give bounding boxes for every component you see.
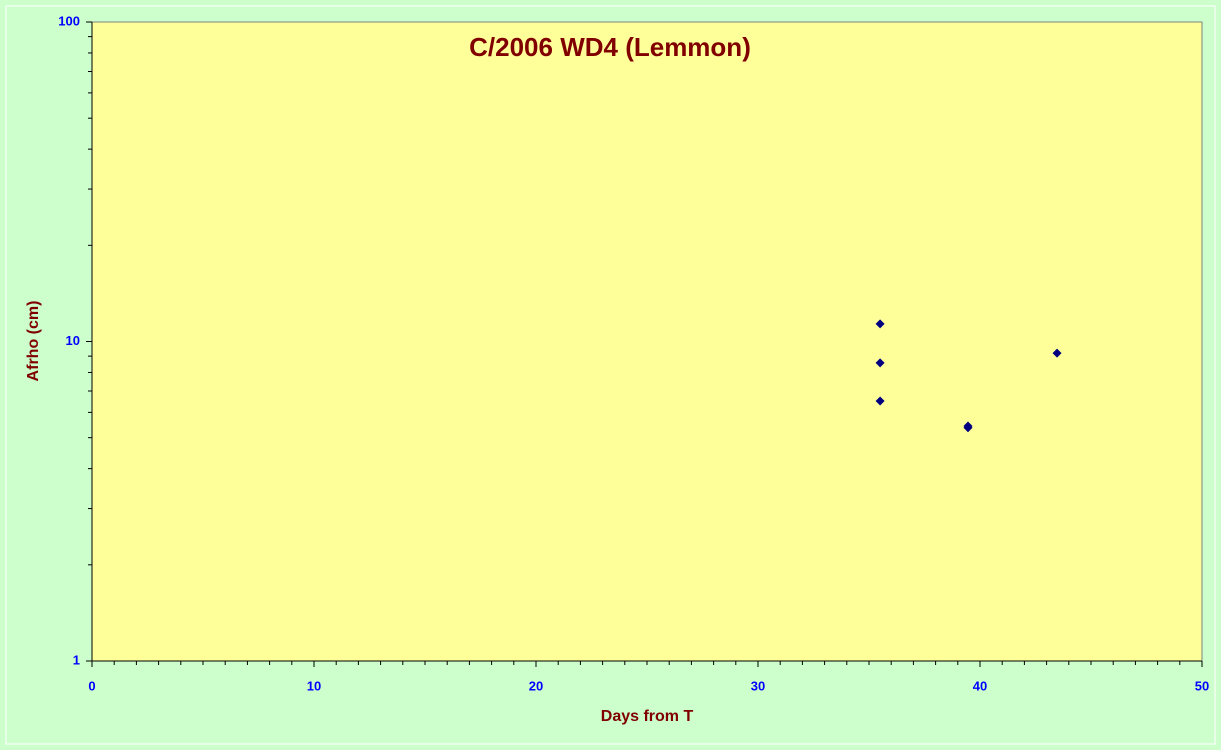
x-tick-label: 0	[88, 678, 95, 693]
y-tick-label: 100	[58, 13, 80, 28]
plot-area	[91, 21, 1203, 662]
y-tick-label: 10	[66, 333, 80, 348]
data-point	[875, 358, 885, 368]
x-tick-label: 30	[751, 678, 765, 693]
y-tick-label: 1	[73, 652, 80, 667]
data-point	[875, 396, 885, 406]
x-axis-label: Days from T	[601, 708, 694, 725]
chart-title: C/2006 WD4 (Lemmon)	[469, 32, 751, 62]
x-tick-label: 20	[529, 678, 543, 693]
data-point	[875, 319, 885, 329]
x-tick-label: 10	[307, 678, 321, 693]
x-tick-label: 50	[1195, 678, 1209, 693]
data-point	[1052, 348, 1062, 358]
data-point	[963, 423, 973, 433]
x-tick-label: 40	[973, 678, 987, 693]
y-axis-label: Afrho (cm)	[25, 301, 42, 382]
